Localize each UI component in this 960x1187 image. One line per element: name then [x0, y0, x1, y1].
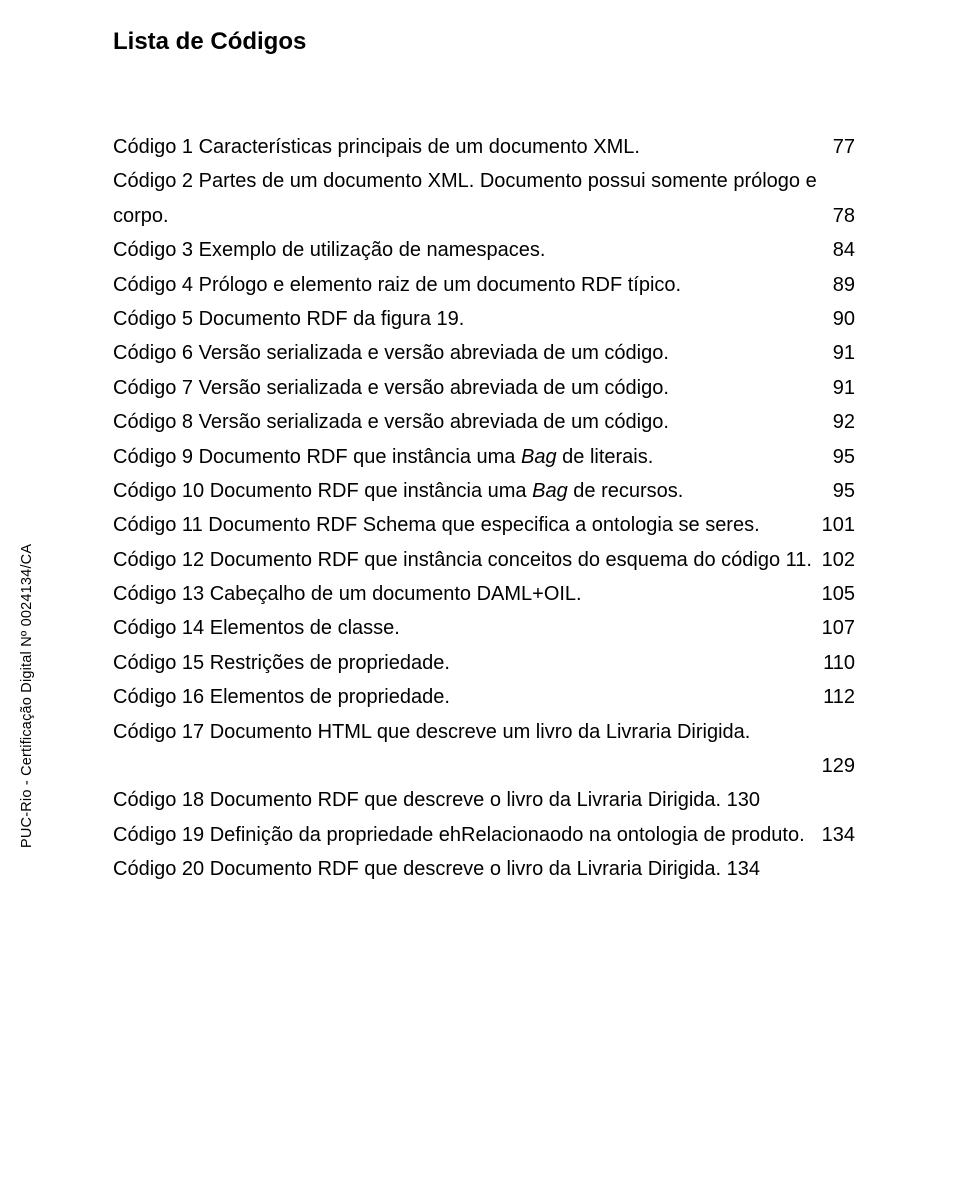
list-item: Código 7 Versão serializada e versão abr… — [113, 371, 855, 405]
list-item: Código 20 Documento RDF que descreve o l… — [113, 852, 855, 886]
list-item: Código 14 Elementos de classe. 107 — [113, 611, 855, 645]
entry-text: Código 12 Documento RDF que instância co… — [113, 549, 812, 571]
page-number: 101 — [822, 508, 855, 542]
list-item: Código 15 Restrições de propriedade. 110 — [113, 646, 855, 680]
list-item: Código 1 Características principais de u… — [113, 130, 855, 164]
entry-text: Código 4 Prólogo e elemento raiz de um d… — [113, 274, 681, 296]
list-item: Código 6 Versão serializada e versão abr… — [113, 336, 855, 370]
list-item: Código 19 Definição da propriedade ehRel… — [113, 818, 855, 852]
italic-term: Bag — [521, 446, 557, 468]
list-item: Código 10 Documento RDF que instância um… — [113, 474, 855, 508]
page-number: 105 — [822, 577, 855, 611]
page-number: 91 — [833, 371, 855, 405]
list-item: Código 8 Versão serializada e versão abr… — [113, 405, 855, 439]
entry-text: Código 14 Elementos de classe. — [113, 617, 400, 639]
entry-text: Código 6 Versão serializada e versão abr… — [113, 342, 669, 364]
entry-text: Código 8 Versão serializada e versão abr… — [113, 411, 669, 433]
page-number: 91 — [833, 336, 855, 370]
certification-label: PUC-Rio - Certificação Digital Nº 002413… — [19, 544, 35, 848]
list-item: Código 3 Exemplo de utilização de namesp… — [113, 233, 855, 267]
list-item: Código 17 Documento HTML que descreve um… — [113, 715, 855, 784]
entry-text: Código 16 Elementos de propriedade. — [113, 686, 450, 708]
code-list: Código 1 Características principais de u… — [113, 130, 855, 887]
document-page: PUC-Rio - Certificação Digital Nº 002413… — [0, 0, 960, 1187]
page-number: 110 — [823, 646, 855, 680]
entry-text: Código 11 Documento RDF Schema que espec… — [113, 514, 760, 536]
page-number: 89 — [833, 268, 855, 302]
entry-text: Código 20 Documento RDF que descreve o l… — [113, 858, 721, 880]
content-area: Lista de Códigos Código 1 Característica… — [113, 28, 855, 887]
entry-text: Código 1 Características principais de u… — [113, 136, 640, 158]
list-item: Código 9 Documento RDF que instância uma… — [113, 440, 855, 474]
page-number: 84 — [833, 233, 855, 267]
page-number: 102 — [822, 543, 855, 577]
entry-text: Código 15 Restrições de propriedade. — [113, 652, 450, 674]
entry-text: Código 17 Documento HTML que descreve um… — [113, 721, 750, 743]
list-item: Código 5 Documento RDF da figura 19. 90 — [113, 302, 855, 336]
entry-text: Código 9 Documento RDF que instância uma… — [113, 446, 653, 468]
list-item: Código 12 Documento RDF que instância co… — [113, 543, 855, 577]
entry-text: Código 10 Documento RDF que instância um… — [113, 480, 683, 502]
page-number: 90 — [833, 302, 855, 336]
page-number: 77 — [833, 130, 855, 164]
list-item: Código 4 Prólogo e elemento raiz de um d… — [113, 268, 855, 302]
page-number: 95 — [833, 474, 855, 508]
page-number: 130 — [721, 789, 760, 811]
entry-text: Código 7 Versão serializada e versão abr… — [113, 377, 669, 399]
page-number: 134 — [822, 818, 855, 852]
entry-text: Código 19 Definição da propriedade ehRel… — [113, 824, 805, 846]
page-title: Lista de Códigos — [113, 28, 855, 56]
list-item: Código 18 Documento RDF que descreve o l… — [113, 783, 855, 817]
entry-text: Código 5 Documento RDF da figura 19. — [113, 308, 464, 330]
page-number: 92 — [833, 405, 855, 439]
page-number: 112 — [823, 680, 855, 714]
page-number: 134 — [721, 858, 760, 880]
list-item: Código 2 Partes de um documento XML. Doc… — [113, 164, 855, 233]
page-number: 107 — [822, 611, 855, 645]
entry-text: Código 3 Exemplo de utilização de namesp… — [113, 239, 545, 261]
entry-text: Código 13 Cabeçalho de um documento DAML… — [113, 583, 582, 605]
list-item: Código 11 Documento RDF Schema que espec… — [113, 508, 855, 542]
page-number: 95 — [833, 440, 855, 474]
list-item: Código 13 Cabeçalho de um documento DAML… — [113, 577, 855, 611]
entry-text: Código 2 Partes de um documento XML. Doc… — [113, 170, 817, 226]
italic-term: Bag — [532, 480, 568, 502]
list-item: Código 16 Elementos de propriedade. 112 — [113, 680, 855, 714]
page-number: 129 — [822, 749, 855, 783]
page-number: 78 — [833, 199, 855, 233]
entry-text: Código 18 Documento RDF que descreve o l… — [113, 789, 721, 811]
